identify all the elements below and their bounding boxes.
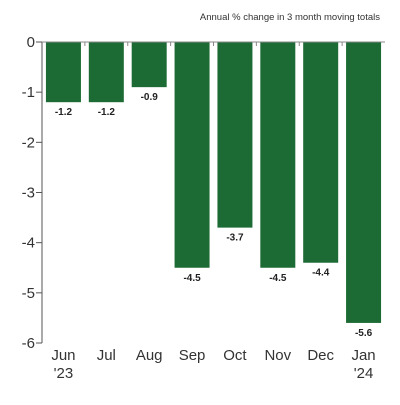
- y-tick-label: -2: [22, 134, 35, 151]
- y-tick-label: -3: [22, 185, 35, 202]
- bar-data-label: -1.2: [98, 107, 116, 118]
- bar: [346, 42, 382, 323]
- x-tick-label: Dec: [307, 347, 334, 364]
- y-tick-label: -5: [22, 285, 35, 302]
- x-tick-label: Jan: [351, 347, 375, 364]
- y-tick-label: -4: [22, 235, 35, 252]
- bar-data-label: -3.7: [226, 233, 244, 244]
- bar-data-label: -5.6: [355, 328, 373, 339]
- bars-group: -1.2 -1.2 -0.9 -4.5 -3.7 -4.5 -4.4 -5.6: [45, 42, 382, 339]
- bar: [260, 42, 296, 268]
- x-tick-label: Oct: [223, 347, 247, 364]
- y-axis: 0 -1 -2 -3 -4 -5 -6: [22, 34, 43, 352]
- bar-data-label: -4.5: [183, 273, 201, 284]
- x-tick-label: Aug: [136, 347, 163, 364]
- bar: [45, 42, 81, 103]
- y-tick-label: -1: [22, 84, 35, 101]
- y-tick-label: -6: [22, 335, 35, 352]
- y-tick-label: 0: [27, 34, 35, 51]
- x-tick-label: Jul: [97, 347, 116, 364]
- x-tick-label: Nov: [264, 347, 291, 364]
- bar: [303, 42, 339, 263]
- bar: [88, 42, 124, 103]
- x-tick-label: Sep: [179, 347, 206, 364]
- bar: [174, 42, 210, 268]
- chart-subtitle: Annual % change in 3 month moving totals: [200, 12, 380, 23]
- bar-data-label: -1.2: [55, 107, 73, 118]
- x-tick-label: Jun: [51, 347, 75, 364]
- x-tick-year-label: '24: [354, 365, 374, 382]
- bar-data-label: -4.5: [269, 273, 287, 284]
- bar: [217, 42, 253, 228]
- bar: [131, 42, 167, 88]
- x-axis: Jun'23 Jul Aug Sep Oct Nov Dec Jan'24: [42, 41, 385, 382]
- bar-data-label: -4.4: [312, 268, 330, 279]
- x-tick-year-label: '23: [54, 365, 74, 382]
- bar-data-label: -0.9: [141, 92, 159, 103]
